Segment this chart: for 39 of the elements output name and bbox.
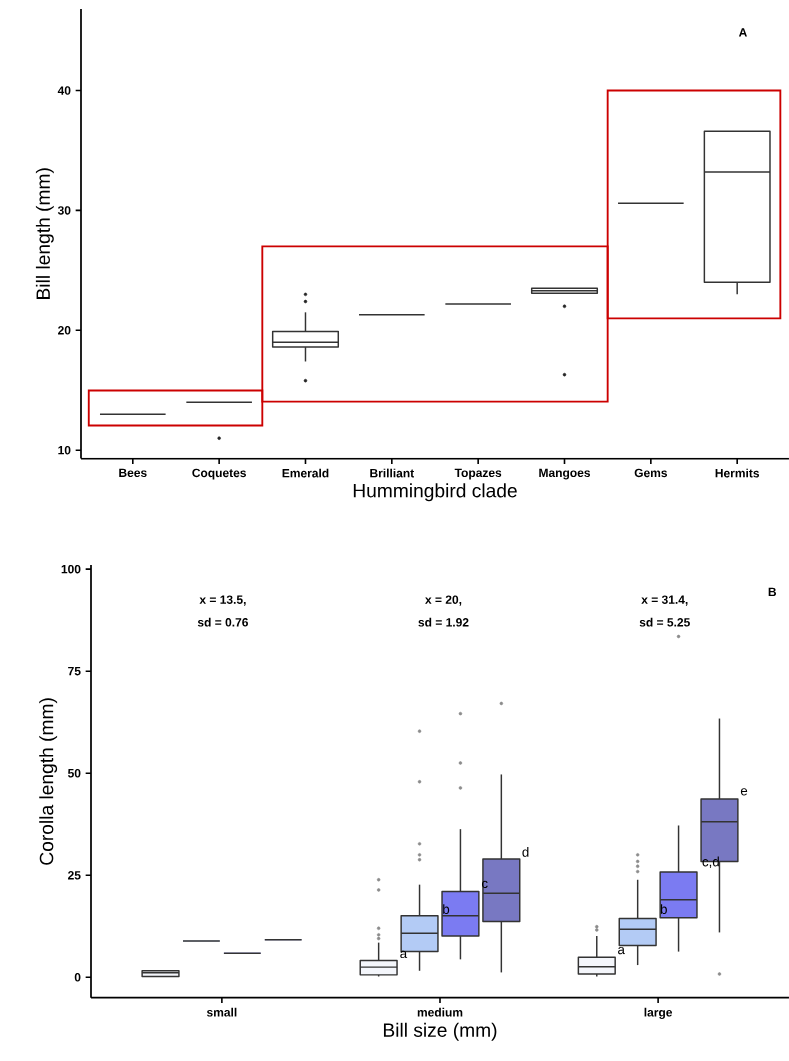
- x-tick-label: small: [206, 1007, 237, 1017]
- annotation: a: [618, 946, 625, 955]
- y-tick-label: 0: [74, 973, 81, 982]
- annotation: sd = 5.25: [639, 617, 690, 627]
- x-tick-label: large: [644, 1007, 673, 1020]
- annotation: b: [443, 904, 450, 914]
- x-tick-label: Coquetes: [192, 468, 246, 480]
- annotation: x = 13.5,: [199, 595, 246, 606]
- x-tick-label: Bees: [119, 468, 147, 478]
- x-tick-label: Brilliant: [370, 468, 415, 478]
- annotation: e: [740, 788, 748, 796]
- y-tick-label: 100: [61, 564, 81, 574]
- x-tick-label: Topazes: [454, 468, 502, 480]
- y-tick-label: 20: [58, 326, 71, 335]
- x-tick-label: Hermits: [715, 468, 760, 478]
- annotation: sd = 0.76: [197, 617, 248, 627]
- x-tick-label: medium: [417, 1007, 463, 1017]
- x-axis-title: Bill size (mm): [383, 1022, 497, 1041]
- annotation: x = 20,: [425, 595, 462, 606]
- x-tick-label: Gems: [634, 468, 668, 478]
- annotation: sd = 1.92: [418, 617, 469, 627]
- y-axis-title: Bill length (mm): [35, 168, 54, 299]
- y-tick-label: 10: [58, 445, 71, 455]
- y-tick-label: 75: [68, 667, 81, 676]
- y-tick-label: 25: [68, 871, 81, 880]
- y-axis-title: Corolla length (mm): [39, 698, 58, 865]
- annotation: a: [400, 950, 408, 959]
- annotation: d: [522, 847, 529, 857]
- annotation: x = 31.4,: [641, 595, 688, 606]
- y-tick-label: 50: [67, 768, 81, 778]
- x-axis-title: Hummingbird clade: [353, 483, 517, 502]
- x-tick-label: Emerald: [282, 468, 329, 478]
- annotation: A: [738, 28, 747, 37]
- y-tick-label: 30: [57, 206, 71, 215]
- y-tick-label: 40: [57, 86, 71, 95]
- x-tick-label: Mangoes: [539, 468, 591, 480]
- annotation: b: [660, 904, 667, 914]
- annotation: c: [481, 880, 488, 889]
- annotation: B: [768, 587, 777, 597]
